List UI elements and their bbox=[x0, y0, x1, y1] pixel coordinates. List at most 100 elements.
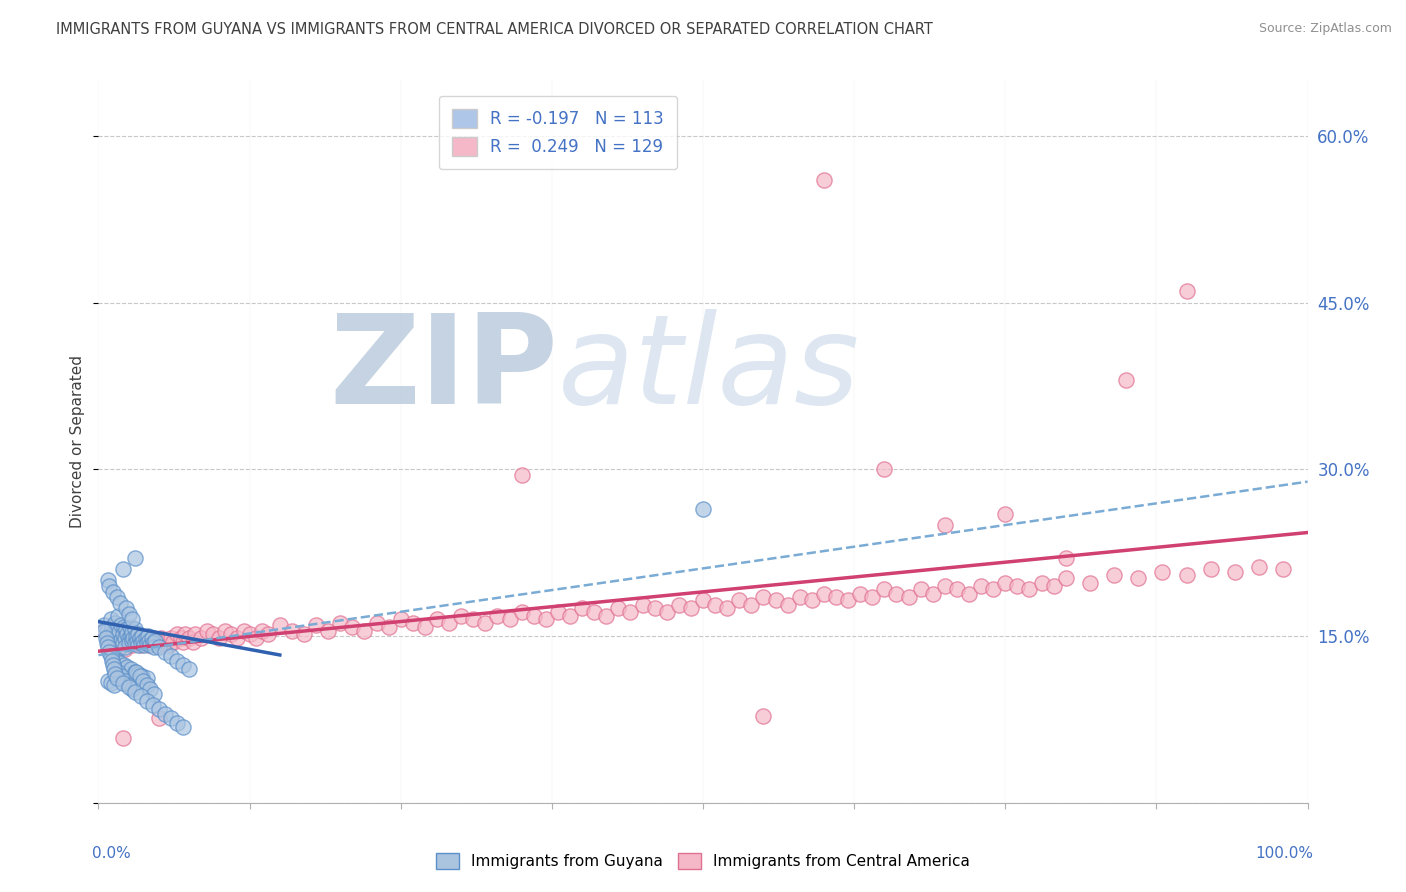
Point bbox=[450, 609, 472, 624]
Point bbox=[132, 633, 155, 648]
Point bbox=[93, 618, 115, 632]
Point bbox=[1078, 575, 1101, 590]
Point bbox=[413, 620, 436, 634]
Point bbox=[655, 605, 678, 619]
Point bbox=[135, 636, 157, 650]
Point bbox=[162, 634, 184, 648]
Point bbox=[117, 660, 139, 674]
Point bbox=[128, 632, 150, 646]
Point bbox=[118, 632, 141, 646]
Point bbox=[849, 587, 872, 601]
Point bbox=[101, 584, 124, 599]
Point bbox=[172, 720, 194, 734]
Point bbox=[143, 633, 166, 648]
Point bbox=[1115, 373, 1137, 387]
Point bbox=[166, 715, 188, 730]
Point bbox=[426, 612, 449, 626]
Point bbox=[108, 633, 131, 648]
Point bbox=[957, 587, 980, 601]
Point bbox=[100, 675, 122, 690]
Point bbox=[121, 624, 143, 639]
Point bbox=[138, 638, 160, 652]
Point bbox=[174, 627, 197, 641]
Point bbox=[111, 562, 134, 576]
Point bbox=[97, 640, 120, 655]
Point bbox=[101, 638, 124, 652]
Point bbox=[121, 682, 143, 697]
Point bbox=[132, 673, 155, 688]
Point bbox=[463, 612, 485, 626]
Point bbox=[1042, 579, 1064, 593]
Point bbox=[269, 618, 291, 632]
Point bbox=[776, 598, 799, 612]
Point bbox=[111, 638, 134, 652]
Point bbox=[1175, 285, 1198, 299]
Point bbox=[153, 706, 176, 721]
Text: 100.0%: 100.0% bbox=[1256, 847, 1313, 861]
Point bbox=[100, 649, 122, 664]
Point bbox=[142, 636, 165, 650]
Point bbox=[97, 574, 120, 588]
Point bbox=[150, 632, 173, 646]
Point bbox=[1054, 551, 1077, 566]
Point bbox=[108, 656, 131, 670]
Point bbox=[208, 632, 231, 646]
Point bbox=[377, 620, 399, 634]
Point bbox=[105, 590, 128, 604]
Point bbox=[143, 640, 166, 655]
Point bbox=[105, 653, 128, 667]
Point bbox=[148, 638, 170, 652]
Point bbox=[148, 711, 170, 725]
Point bbox=[105, 623, 128, 637]
Text: atlas: atlas bbox=[558, 309, 860, 430]
Point bbox=[994, 507, 1017, 521]
Point bbox=[124, 632, 146, 646]
Point bbox=[910, 582, 932, 597]
Point bbox=[104, 666, 127, 681]
Point bbox=[125, 665, 148, 679]
Point bbox=[111, 636, 134, 650]
Point bbox=[125, 629, 148, 643]
Point bbox=[135, 671, 157, 685]
Point bbox=[114, 632, 136, 646]
Point bbox=[131, 669, 153, 683]
Point bbox=[134, 638, 156, 652]
Point bbox=[692, 502, 714, 516]
Point bbox=[692, 593, 714, 607]
Point bbox=[510, 605, 533, 619]
Point bbox=[934, 579, 956, 593]
Point bbox=[226, 632, 249, 646]
Point bbox=[97, 632, 120, 646]
Point bbox=[1054, 571, 1077, 585]
Point bbox=[256, 627, 278, 641]
Point bbox=[100, 612, 122, 626]
Point bbox=[547, 605, 569, 619]
Point bbox=[153, 634, 176, 648]
Point bbox=[886, 587, 908, 601]
Point bbox=[129, 638, 152, 652]
Point bbox=[105, 671, 128, 685]
Point bbox=[110, 669, 132, 683]
Point bbox=[1128, 571, 1150, 585]
Point bbox=[124, 551, 146, 566]
Point bbox=[100, 634, 122, 648]
Legend: Immigrants from Guyana, Immigrants from Central America: Immigrants from Guyana, Immigrants from … bbox=[430, 847, 976, 875]
Point bbox=[716, 601, 738, 615]
Point bbox=[117, 627, 139, 641]
Point bbox=[142, 698, 165, 712]
Point bbox=[100, 634, 122, 648]
Point bbox=[160, 632, 183, 646]
Text: IMMIGRANTS FROM GUYANA VS IMMIGRANTS FROM CENTRAL AMERICA DIVORCED OR SEPARATED : IMMIGRANTS FROM GUYANA VS IMMIGRANTS FRO… bbox=[56, 22, 934, 37]
Point bbox=[704, 598, 727, 612]
Point bbox=[1199, 562, 1222, 576]
Point bbox=[232, 624, 254, 638]
Text: 0.0%: 0.0% bbox=[93, 847, 131, 861]
Point bbox=[583, 605, 606, 619]
Point bbox=[101, 657, 124, 672]
Point bbox=[121, 633, 143, 648]
Y-axis label: Divorced or Separated: Divorced or Separated bbox=[70, 355, 86, 528]
Point bbox=[127, 638, 149, 652]
Point bbox=[124, 623, 146, 637]
Point bbox=[122, 632, 145, 646]
Point bbox=[239, 627, 262, 641]
